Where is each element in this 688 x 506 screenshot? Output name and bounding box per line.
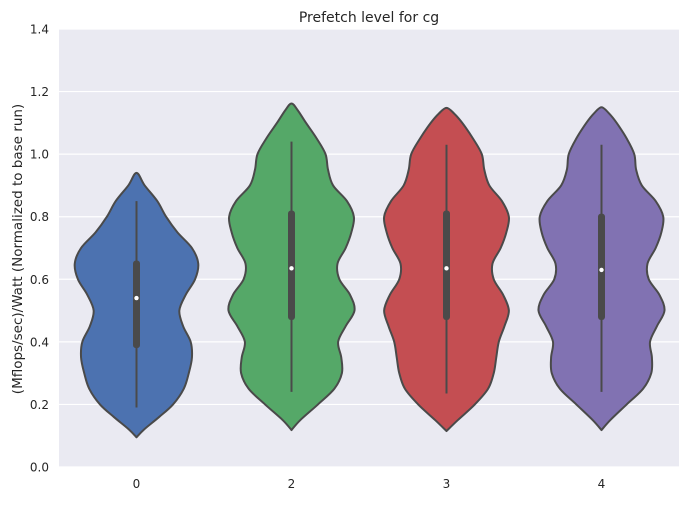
- violin-iqr-0: [133, 260, 140, 349]
- y-tick-label: 0.0: [30, 461, 49, 475]
- y-axis-label: (Mflops/sec)/Watt (Normalized to base ru…: [10, 104, 26, 394]
- x-tick-label: 4: [598, 477, 606, 491]
- y-tick-label: 0.6: [30, 273, 49, 287]
- y-tick-label: 1.4: [30, 23, 49, 37]
- chart-title: Prefetch level for cg: [299, 10, 439, 26]
- y-tick-label: 1.0: [30, 148, 49, 162]
- y-tick-label: 0.4: [30, 335, 49, 349]
- y-tick-label: 0.8: [30, 210, 49, 224]
- x-tick-label: 2: [288, 477, 296, 491]
- y-tick-label: 1.2: [30, 85, 49, 99]
- violin-median-0: [134, 295, 139, 301]
- violin-median-2: [289, 266, 294, 271]
- violin-median-3: [444, 266, 449, 271]
- violin-iqr-2: [288, 210, 295, 320]
- y-tick-label: 0.2: [30, 398, 49, 412]
- violin-median-4: [599, 267, 604, 273]
- x-tick-label: 0: [133, 477, 141, 491]
- x-tick-label: 3: [443, 477, 451, 491]
- violin-iqr-3: [443, 210, 450, 320]
- violin-iqr-4: [598, 213, 605, 320]
